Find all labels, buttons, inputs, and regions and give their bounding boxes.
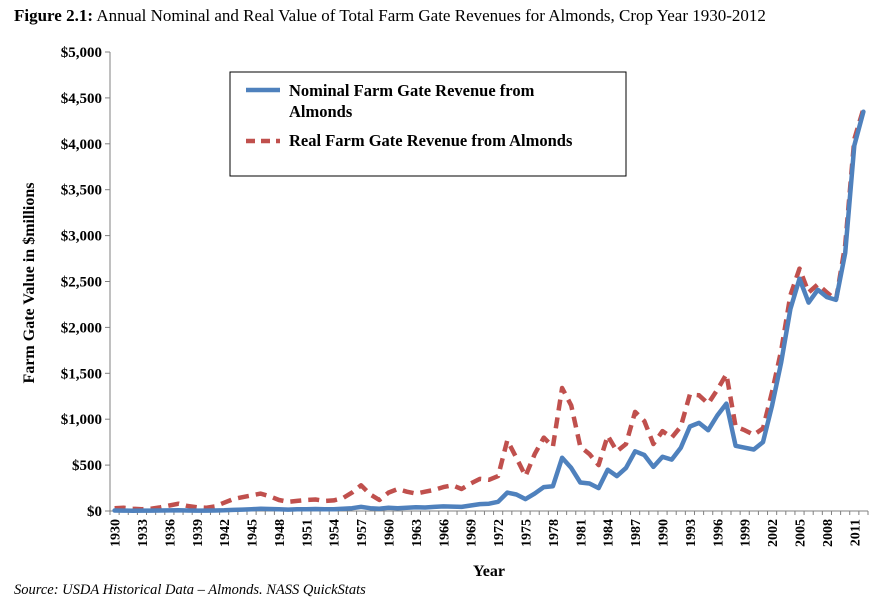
x-tick-label: 1993 [684, 519, 699, 547]
x-tick-label: 1933 [136, 519, 151, 547]
x-tick-label: 1990 [657, 519, 672, 547]
x-tick-label: 2011 [848, 519, 863, 546]
chart: $0 $500 $1,000 $1,500 $2,000 $2,500 $3,000 $3,5… [21, 45, 869, 580]
x-axis-ticks: 1930 1933 1936 1939 1942 1945 1948 1951 1954 1957… [109, 511, 869, 547]
x-tick-label: 1975 [520, 519, 535, 547]
x-tick-label: 1954 [328, 519, 343, 547]
x-tick-label: 1963 [410, 519, 425, 547]
x-tick-label: 1957 [355, 519, 370, 547]
y-tick-label: $0 [87, 504, 102, 520]
x-tick-label: 1939 [191, 519, 206, 547]
x-tick-label: 1948 [273, 519, 288, 547]
x-tick-label: 1984 [602, 519, 617, 547]
x-tick-label: 2005 [794, 519, 809, 547]
series-line-real [114, 108, 866, 512]
x-tick-label: 1936 [163, 519, 178, 547]
figure-title: Figure 2.1: Annual Nominal and Real Valu… [14, 6, 766, 26]
figure-source: Source: USDA Historical Data – Almonds. … [14, 582, 366, 598]
x-tick-label: 1981 [574, 519, 589, 547]
x-tick-label: 1987 [629, 519, 644, 547]
y-axis-title: Farm Gate Value in $millions [21, 183, 38, 384]
y-tick-label: $3,500 [61, 183, 102, 199]
y-tick-label: $1,000 [61, 412, 102, 428]
legend-box [229, 71, 627, 177]
x-tick-label: 1930 [109, 519, 124, 547]
x-tick-label: 1969 [465, 519, 480, 547]
x-tick-label: 1972 [492, 519, 507, 547]
x-tick-label: 2002 [766, 519, 781, 547]
legend-label-nominal-line1: Nominal Farm Gate Revenue from [289, 81, 535, 100]
y-tick-label: $5,000 [61, 45, 102, 61]
y-axis-ticks: $0 $500 $1,000 $1,500 $2,000 $2,500 $3,000 $3,5… [61, 45, 110, 520]
series-line-nominal [112, 109, 866, 513]
y-tick-label: $3,000 [61, 229, 102, 245]
figure-label: Figure 2.1: [14, 6, 94, 25]
y-tick-label: $4,500 [61, 91, 102, 107]
legend: Nominal Farm Gate Revenue from Almonds R… [229, 71, 627, 177]
x-tick-label: 1978 [547, 519, 562, 547]
series-layer [112, 108, 866, 513]
x-tick-label: 1945 [246, 519, 261, 547]
x-tick-label: 1951 [300, 519, 315, 547]
x-tick-label: 1996 [711, 519, 726, 547]
x-tick-label: 1942 [218, 519, 233, 547]
y-tick-label: $2,500 [61, 275, 102, 291]
x-axis-title: Year [473, 563, 505, 580]
x-tick-label: 1960 [383, 519, 398, 547]
y-tick-label: $4,000 [61, 137, 102, 153]
y-tick-label: $500 [72, 458, 102, 474]
x-tick-label: 1999 [739, 519, 754, 547]
x-tick-label: 1966 [437, 519, 452, 547]
y-tick-label: $1,500 [61, 366, 102, 382]
y-tick-label: $2,000 [61, 320, 102, 336]
legend-label-nominal-line2: Almonds [289, 102, 353, 121]
x-tick-label: 2008 [821, 519, 836, 547]
legend-label-real: Real Farm Gate Revenue from Almonds [289, 131, 573, 150]
figure-title-text: Annual Nominal and Real Value of Total F… [96, 6, 766, 25]
